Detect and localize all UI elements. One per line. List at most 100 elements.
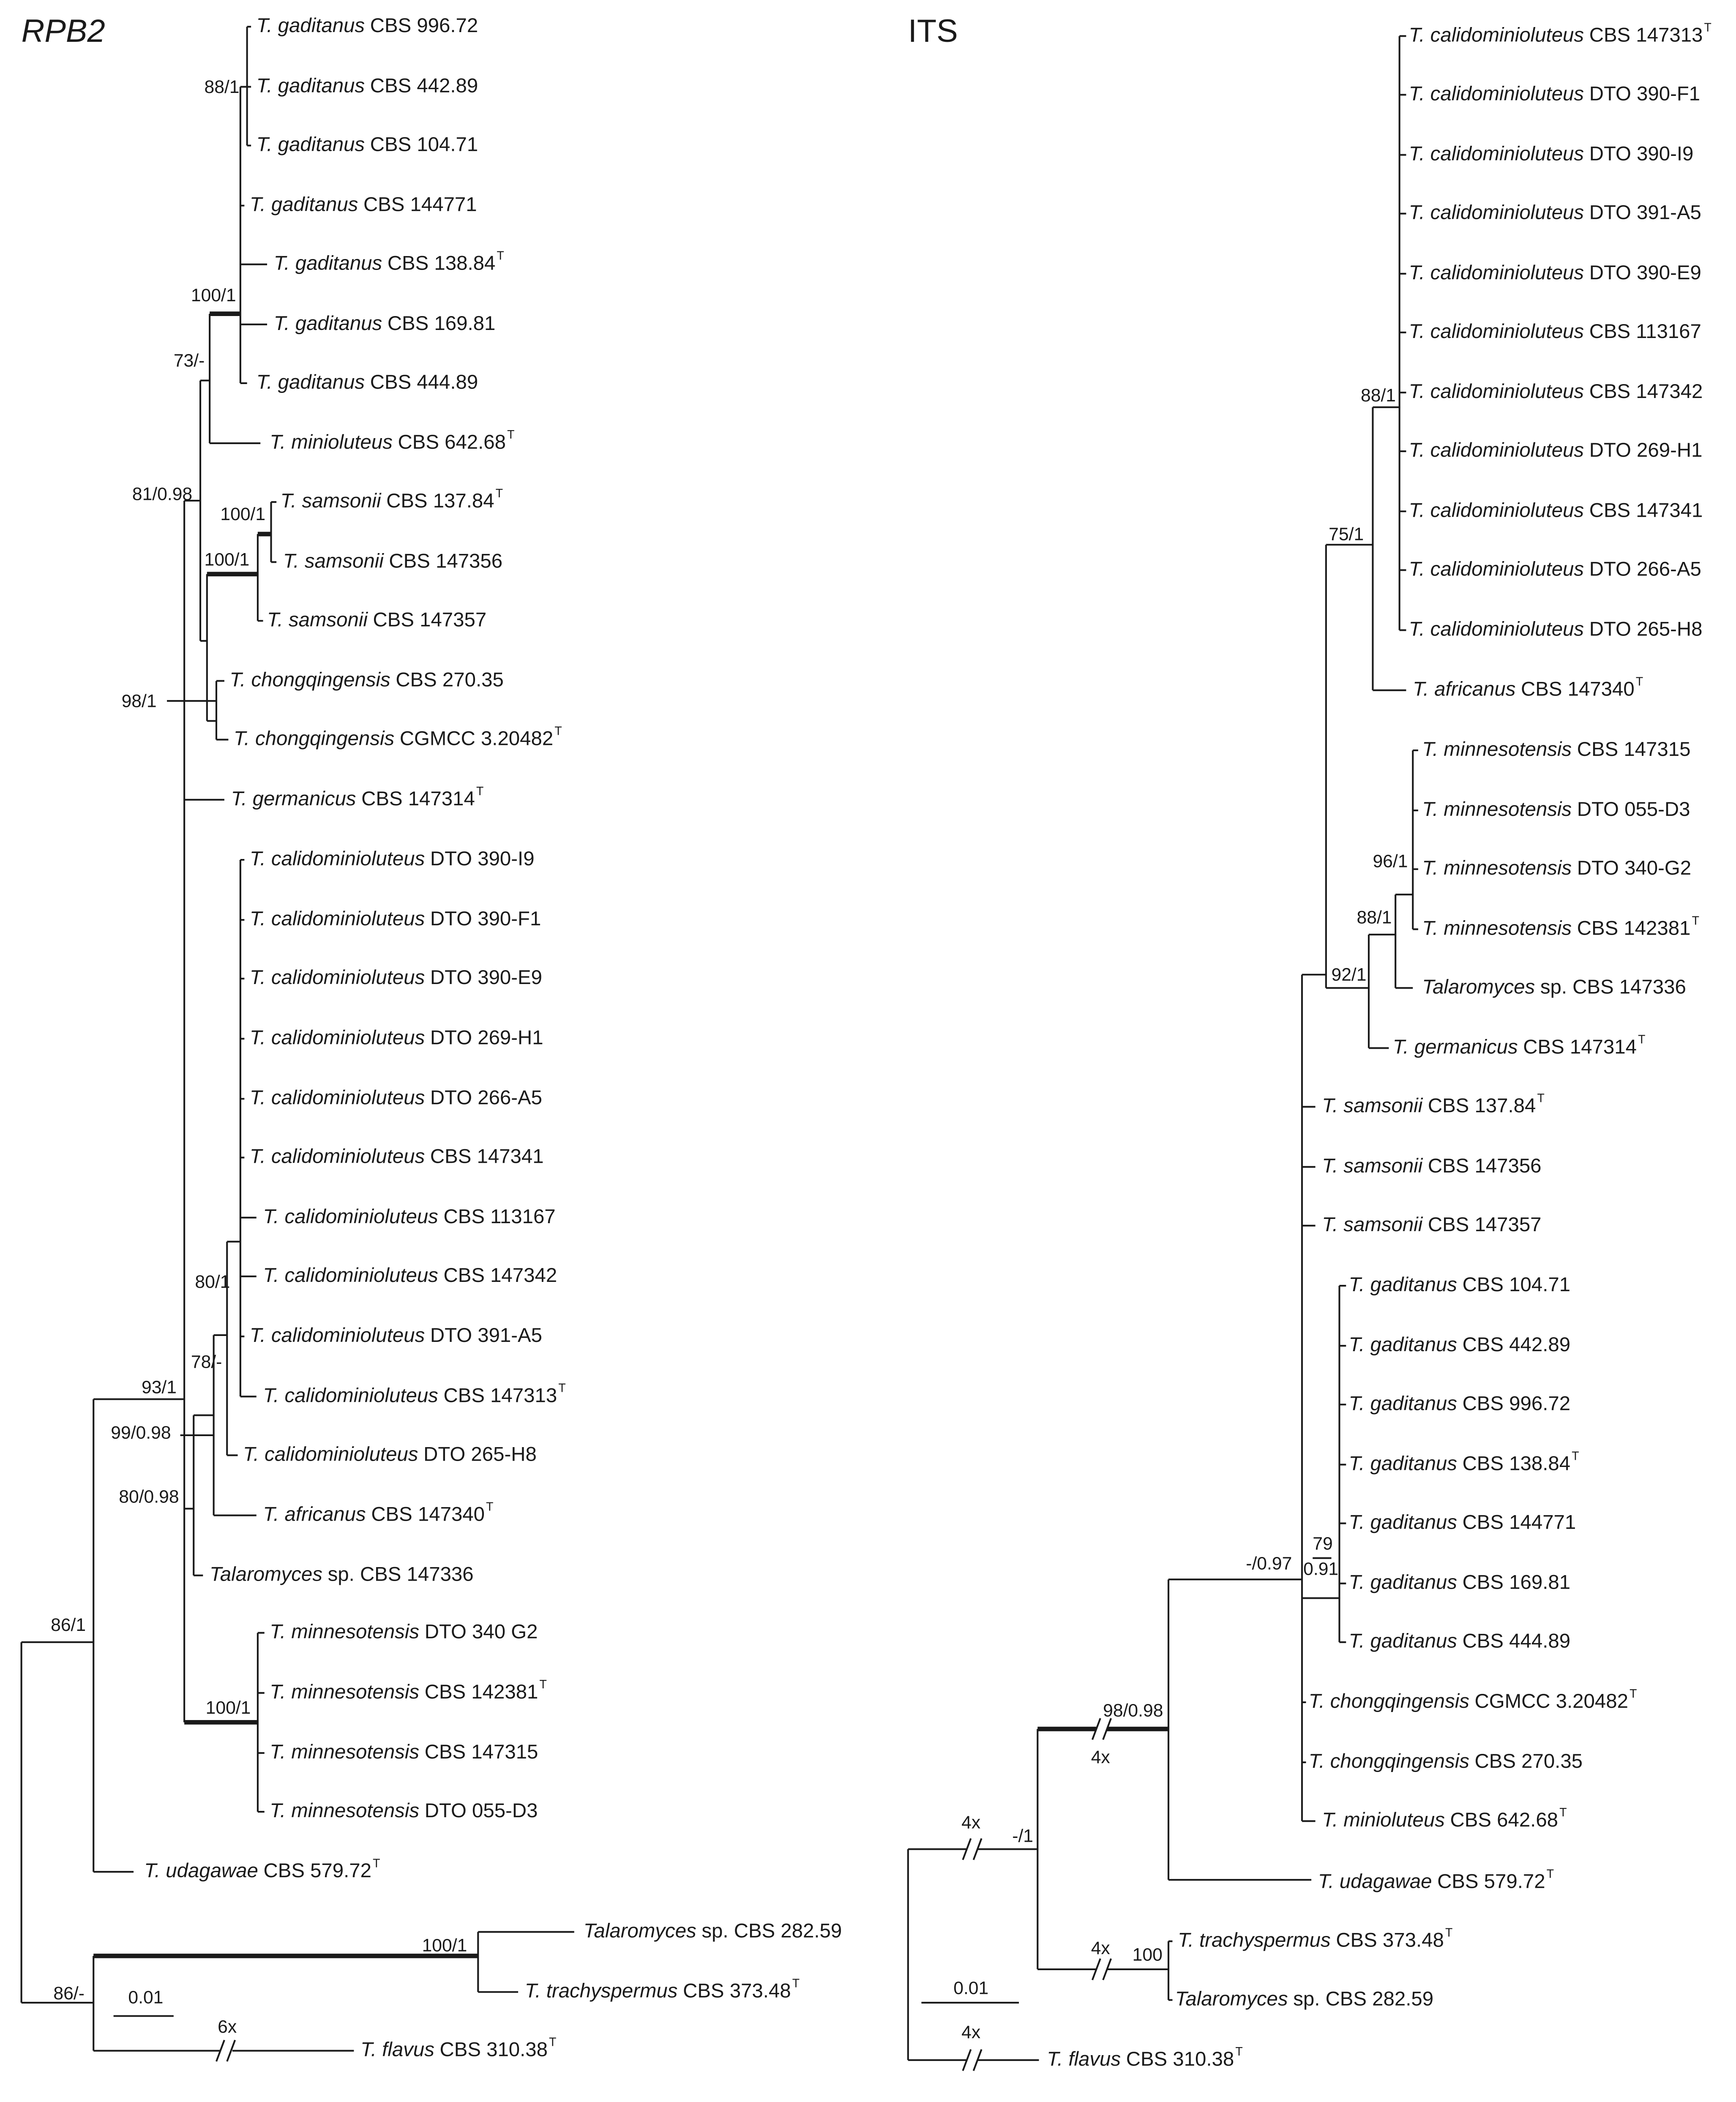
- type-marker: T: [1572, 1449, 1579, 1463]
- strain-id: CBS 373.48: [683, 1979, 791, 2002]
- strain-id: CBS 444.89: [370, 371, 478, 393]
- support-value: 73/-: [174, 351, 205, 371]
- taxon-name: T. samsonii: [281, 490, 382, 512]
- support-value: 4x: [1091, 1938, 1110, 1958]
- taxon-label: T. gaditanus CBS 104.71: [1349, 1273, 1570, 1296]
- taxon-name: Talaromyces: [1422, 976, 1535, 998]
- taxon-name: T. gaditanus: [274, 312, 382, 334]
- strain-id: CBS 310.38: [440, 2038, 548, 2061]
- taxon-label: T. chongqingensis CGMCC 3.20482 T: [1309, 1687, 1637, 1712]
- strain-id: DTO 390-I9: [1589, 142, 1694, 165]
- strain-id: DTO 390-E9: [430, 966, 542, 989]
- taxon-name: T. calidominioluteus: [1409, 320, 1584, 342]
- strain-id: CBS 113167: [1589, 320, 1701, 342]
- taxon-name: T. gaditanus: [1349, 1392, 1457, 1415]
- taxon-name: T. calidominioluteus: [243, 1443, 418, 1465]
- taxon-name: T. calidominioluteus: [250, 1324, 425, 1347]
- strain-id: CBS 169.81: [1463, 1571, 1570, 1593]
- taxon-name: T. trachyspermus: [1178, 1929, 1331, 1951]
- type-marker: T: [540, 1677, 547, 1691]
- taxon-label: T. gaditanus CBS 169.81: [274, 312, 495, 334]
- type-marker: T: [1638, 1033, 1645, 1046]
- taxon-label: T. minnesotensis DTO 340-G2: [1422, 857, 1691, 879]
- panel-title: RPB2: [22, 13, 105, 49]
- taxon-label: T. calidominioluteus DTO 390-I9: [250, 848, 535, 870]
- branch-break: [1091, 1718, 1112, 1740]
- strain-id: DTO 390-F1: [430, 908, 541, 930]
- taxon-name: T. flavus: [1047, 2047, 1121, 2070]
- type-marker: T: [792, 1977, 800, 1990]
- taxon-label: T. minnesotensis CBS 142381 T: [1422, 914, 1699, 939]
- support-value: 81/0.98: [132, 484, 192, 504]
- support-value: 100/1: [422, 1935, 467, 1955]
- strain-id: CBS 142381: [425, 1680, 538, 1703]
- support-value: 96/1: [1373, 851, 1408, 872]
- strain-id: CBS 579.72: [1437, 1870, 1545, 1892]
- taxon-label: T. flavus CBS 310.38 T: [1047, 2045, 1242, 2070]
- type-marker: T: [486, 1500, 493, 1513]
- strain-id: CBS 137.84: [1428, 1094, 1536, 1117]
- taxon-label: T. calidominioluteus DTO 265-H8: [1409, 618, 1703, 640]
- taxon-label: T. samsonii CBS 147356: [1322, 1154, 1541, 1177]
- strain-id: CBS 147342: [444, 1264, 557, 1286]
- strain-id: CBS 442.89: [1463, 1333, 1570, 1356]
- strain-id: DTO 390-E9: [1589, 261, 1701, 284]
- taxon-label: T. calidominioluteus DTO 269-H1: [1409, 439, 1703, 461]
- taxon-name: T. samsonii: [1322, 1213, 1423, 1235]
- taxon-name: T. calidominioluteus: [250, 1086, 425, 1109]
- type-marker: T: [476, 784, 483, 798]
- taxon-name: T. calidominioluteus: [263, 1384, 438, 1407]
- taxon-name: T. minnesotensis: [1422, 738, 1572, 760]
- strain-id: DTO 265-H8: [1589, 618, 1703, 640]
- taxon-label: T. udagawae CBS 579.72 T: [1318, 1867, 1554, 1892]
- taxon-name: T. africanus: [263, 1503, 366, 1525]
- strain-id: CBS 642.68: [1450, 1809, 1558, 1831]
- taxon-label: T. samsonii CBS 147357: [267, 608, 486, 631]
- support-value: 80/1: [195, 1272, 230, 1292]
- taxon-name: T. calidominioluteus: [1409, 82, 1584, 105]
- strain-id: CBS 147356: [1428, 1154, 1542, 1177]
- taxon-label: T. minnesotensis DTO 055-D3: [1422, 798, 1690, 821]
- taxon-name: Talaromyces: [1175, 1987, 1288, 2010]
- taxon-label: T. trachyspermus CBS 373.48 T: [525, 1977, 800, 2002]
- strain-id: DTO 269-H1: [1589, 439, 1703, 461]
- taxon-name: T. germanicus: [231, 787, 356, 810]
- taxon-name: T. chongqingensis: [230, 668, 390, 691]
- support-value: 79: [1313, 1533, 1332, 1554]
- strain-id: CBS 642.68: [398, 431, 506, 453]
- strain-id: sp. CBS 147336: [1540, 976, 1686, 998]
- type-marker: T: [558, 1381, 565, 1395]
- taxon-name: Talaromyces: [210, 1563, 322, 1585]
- support-value: 6x: [218, 2017, 237, 2037]
- taxon-name: T. gaditanus: [257, 14, 365, 37]
- taxon-name: T. calidominioluteus: [263, 1264, 438, 1286]
- support-value: 86/-: [53, 1983, 84, 2004]
- taxon-label: T. calidominioluteus CBS 147313 T: [1409, 21, 1711, 46]
- strain-id: CBS 138.84: [388, 252, 495, 274]
- strain-id: CBS 144771: [363, 193, 477, 215]
- support-value: 88/1: [1357, 907, 1392, 927]
- taxon-label: Talaromyces sp. CBS 147336: [1422, 976, 1686, 998]
- strain-id: CBS 373.48: [1336, 1929, 1444, 1951]
- taxon-label: T. gaditanus CBS 104.71: [257, 133, 478, 155]
- strain-id: sp. CBS 282.59: [1293, 1987, 1433, 2010]
- branches: [20, 26, 574, 2062]
- taxon-name: T. calidominioluteus: [250, 1026, 425, 1049]
- type-marker: T: [1235, 2045, 1242, 2058]
- type-marker: T: [549, 2035, 556, 2049]
- support-value: 78/-: [191, 1352, 222, 1372]
- support-value: 88/1: [1361, 385, 1396, 406]
- strain-id: CBS 147315: [425, 1741, 538, 1763]
- taxon-label: T. minioluteus CBS 642.68 T: [1322, 1806, 1567, 1831]
- taxon-label: T. minnesotensis CBS 147315: [1422, 738, 1690, 760]
- taxon-label: Talaromyces sp. CBS 282.59: [1175, 1987, 1433, 2010]
- strain-id: CGMCC 3.20482: [400, 727, 553, 750]
- strain-id: CBS 104.71: [370, 133, 478, 155]
- taxon-label: T. calidominioluteus DTO 390-F1: [1409, 82, 1700, 105]
- taxon-label: T. gaditanus CBS 996.72: [1349, 1392, 1570, 1415]
- taxon-label: T. samsonii CBS 137.84 T: [281, 487, 503, 512]
- taxon-label: T. flavus CBS 310.38 T: [360, 2035, 556, 2061]
